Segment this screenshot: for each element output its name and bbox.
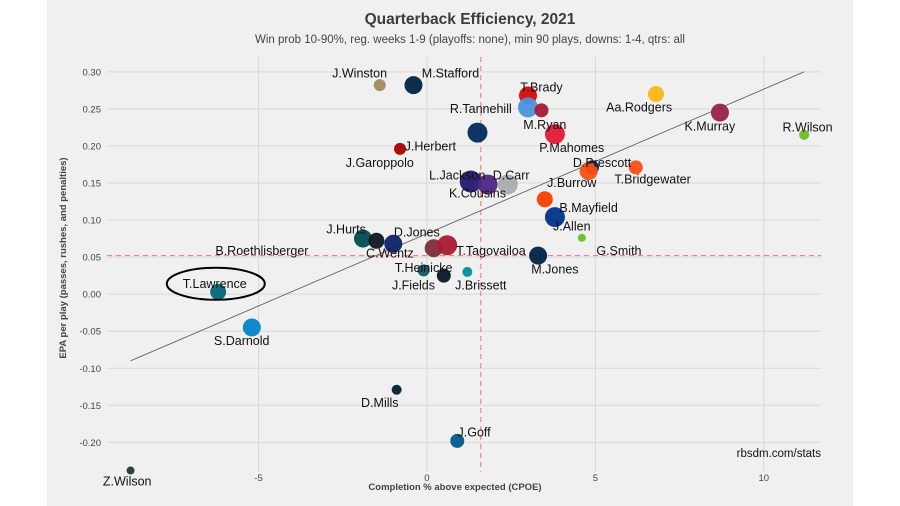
- point-t-tagovailoa: [437, 235, 458, 256]
- point-d-mills: [391, 384, 402, 395]
- point-g-smith: [577, 233, 586, 242]
- y-tick-label: 0.15: [83, 178, 102, 189]
- point-r-wilson: [799, 129, 810, 140]
- label-j-herbert: J.Herbert: [405, 140, 457, 154]
- y-tick-label: -0.05: [79, 327, 101, 338]
- highlight-ellipse: [165, 266, 266, 301]
- point-z-wilson: [126, 466, 135, 475]
- label-j-garoppolo: J.Garoppolo: [346, 156, 414, 170]
- label-j-fields: J.Fields: [392, 278, 435, 292]
- label-j-brissett: J.Brissett: [455, 278, 507, 292]
- point-k-murray: [710, 103, 729, 122]
- point-s-darnold: [242, 318, 261, 337]
- data-points: [126, 76, 810, 475]
- chart-title: Quarterback Efficiency, 2021: [365, 11, 576, 28]
- point-j-fields: [436, 268, 451, 283]
- label-t-lawrence: T.Lawrence: [183, 277, 247, 291]
- label-t-tagovailoa: T.Tagovailoa: [456, 244, 526, 258]
- label-b-roethlisberger: B.Roethlisberger: [215, 244, 308, 258]
- point-d-jones: [384, 234, 403, 253]
- y-tick-label: 0.20: [83, 141, 102, 152]
- label-l-jackson: L.Jackson: [429, 169, 485, 183]
- label-z-wilson: Z.Wilson: [103, 475, 152, 489]
- point-j-allen: [544, 207, 565, 228]
- label-t-brady: T.Brady: [520, 80, 563, 94]
- label-t-bridgewater: T.Bridgewater: [614, 172, 690, 186]
- point-k-cousins: [477, 174, 498, 195]
- point-m-stafford: [404, 76, 423, 95]
- y-tick-label: 0.10: [83, 216, 102, 227]
- label-k-murray: K.Murray: [685, 120, 736, 134]
- label-k-cousins: K.Cousins: [449, 186, 506, 200]
- point-m-jones: [529, 246, 548, 265]
- point-j-brissett: [462, 266, 473, 277]
- label-m-jones: M.Jones: [531, 263, 578, 277]
- label-j-goff: J.Goff: [458, 426, 492, 440]
- point-t-bridgewater: [628, 160, 643, 175]
- point-aa-rodgers: [647, 86, 664, 103]
- point-m-ryan: [534, 103, 549, 118]
- label-d-jones: D.Jones: [394, 226, 440, 240]
- y-tick-label: 0.25: [83, 104, 102, 115]
- point-j-burrow: [579, 162, 598, 181]
- label-t-heinicke: T.Heinicke: [395, 261, 453, 275]
- y-axis-label: EPA per play (passes, rushes, and penalt…: [58, 157, 69, 358]
- point-j-winston: [373, 79, 386, 92]
- point-j-garoppolo: [394, 142, 407, 155]
- point-labels: J.Winston M.Stafford T.Brady R.Tannehill Aa.…: [103, 66, 833, 488]
- point-l-jackson: [459, 170, 482, 193]
- label-j-winston: J.Winston: [332, 66, 387, 80]
- y-tick-label: -0.10: [79, 364, 101, 375]
- reference-lines: [107, 57, 821, 472]
- trend-line: [130, 71, 805, 362]
- x-tick-label: -5: [254, 473, 262, 484]
- label-r-wilson: R.Wilson: [783, 120, 833, 134]
- chart-subtitle: Win prob 10-90%, reg. weeks 1-9 (playoff…: [255, 34, 685, 46]
- gridlines: [107, 57, 821, 472]
- label-j-hurts: J.Hurts: [326, 223, 366, 237]
- chart-panel: J.Winston M.Stafford T.Brady R.Tannehill Aa.…: [47, 0, 853, 506]
- point-r-tannehill: [517, 97, 538, 118]
- point-j-goff: [450, 433, 465, 448]
- point-p-mahomes: [544, 124, 565, 145]
- point-d-carr: [497, 174, 518, 195]
- label-d-prescott: D.Prescott: [573, 156, 632, 170]
- x-tick-label: 10: [758, 473, 769, 484]
- source-credit: rbsdm.com/stats: [737, 448, 822, 460]
- y-tick-label: -0.15: [79, 401, 101, 412]
- label-m-stafford: M.Stafford: [422, 66, 479, 80]
- label-aa-rodgers: Aa.Rodgers: [606, 100, 672, 114]
- y-tick-label: -0.20: [79, 438, 101, 449]
- regression-line: [130, 71, 805, 362]
- point-j-hurts: [353, 229, 372, 248]
- point-b-roethlisberger: [368, 232, 385, 249]
- scatter-chart: J.Winston M.Stafford T.Brady R.Tannehill Aa.…: [58, 11, 833, 493]
- label-d-carr: D.Carr: [493, 169, 530, 183]
- label-c-wentz: C.Wentz: [366, 246, 414, 260]
- point-b-mayfield: [536, 191, 553, 208]
- label-s-darnold: S.Darnold: [214, 334, 270, 348]
- label-b-mayfield: B.Mayfield: [559, 201, 617, 215]
- x-tick-label: 0: [424, 473, 429, 484]
- label-j-burrow: J.Burrow: [547, 176, 597, 190]
- y-tick-label: 0.00: [83, 290, 102, 301]
- y-tick-label: 0.05: [83, 253, 102, 264]
- label-m-ryan: M.Ryan: [523, 118, 566, 132]
- label-j-allen: J.Allen: [553, 220, 591, 234]
- x-axis-label: Completion % above expected (CPOE): [368, 482, 541, 493]
- x-tick-label: 5: [593, 473, 598, 484]
- y-tick-label: 0.30: [83, 67, 102, 78]
- axis-ticks: -0.20 -0.15 -0.10 -0.05 0.00 0.05 0.10 0.15 0.20…: [79, 67, 769, 484]
- point-j-herbert: [467, 122, 488, 143]
- label-p-mahomes: P.Mahomes: [539, 141, 604, 155]
- point-t-heinicke: [417, 264, 430, 277]
- label-d-mills: D.Mills: [361, 396, 399, 410]
- point-t-lawrence: [210, 283, 227, 300]
- label-g-smith: G.Smith: [596, 244, 641, 258]
- label-r-tannehill: R.Tannehill: [450, 102, 512, 116]
